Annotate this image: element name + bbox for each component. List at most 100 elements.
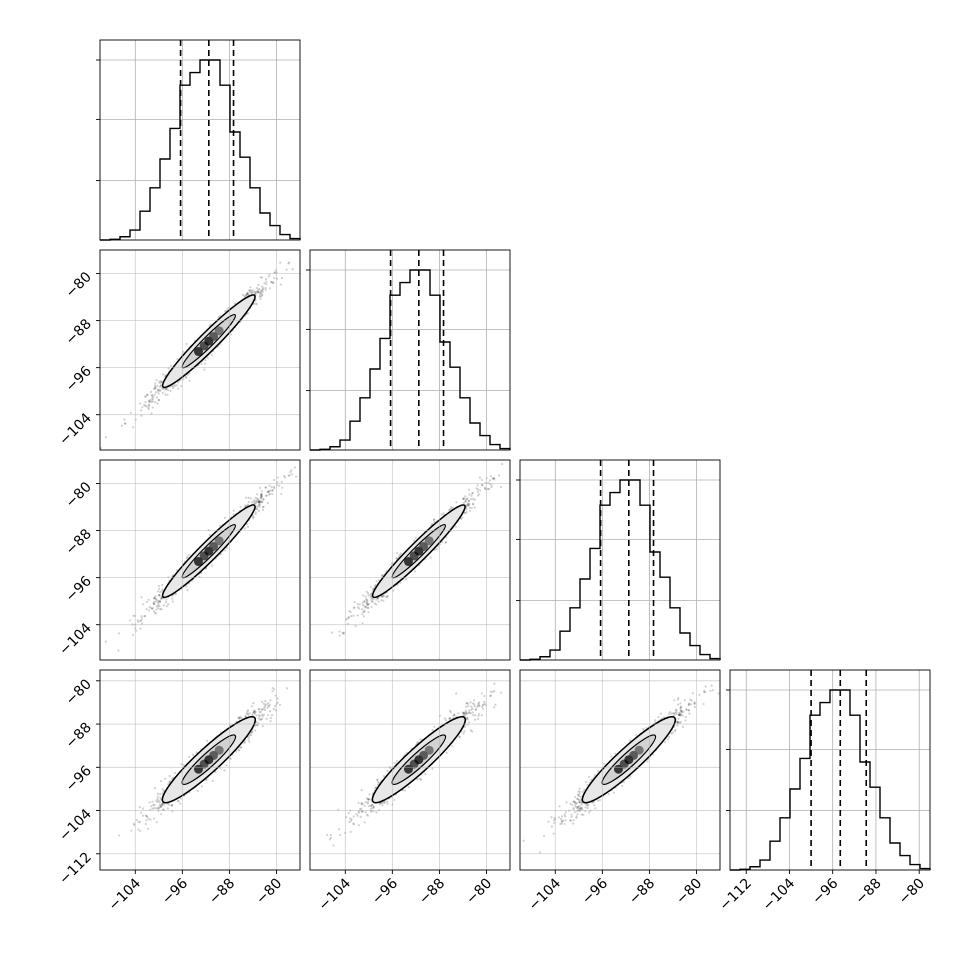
sample-point [229,757,232,761]
sample-point [382,594,385,598]
sample-point [153,384,157,387]
sample-point [466,502,469,505]
sample-point [265,703,268,706]
sample-point [156,601,160,604]
sample-point [223,516,226,519]
sample-point [256,724,259,727]
sample-point [271,690,274,693]
sample-point [266,704,270,707]
sample-point [157,398,160,402]
sample-point [210,564,214,567]
sample-point [370,598,373,601]
sample-point [206,739,209,743]
sample-point [248,290,252,294]
sample-point [248,740,251,743]
sample-point [165,388,168,391]
sample-point [176,358,179,361]
sample-point [254,502,257,505]
sample-point [160,380,163,383]
sample-point [251,712,255,715]
sample-point [255,500,258,503]
sample-point [372,598,375,601]
sample-point [460,517,463,521]
sample-point [188,755,191,758]
sample-point [158,605,161,608]
panel-frame [99,459,301,661]
sample-point [272,281,275,284]
sample-point [139,619,142,622]
sample-point [138,806,141,809]
sample-point [478,489,482,492]
sample-point [160,804,164,807]
sample-point [145,814,148,818]
sample-point [490,484,493,487]
sample-point [467,499,471,502]
sample-point [238,717,241,720]
sample-point [361,604,365,607]
sample-point [146,393,149,397]
sample-point [137,821,140,824]
sample-point [473,498,476,501]
sample-point [245,523,249,526]
sample-point [490,485,493,489]
sample-point [117,649,120,652]
sample-point [156,806,159,810]
sample-point [147,407,150,411]
sample-point [245,712,248,715]
sample-point [373,602,376,605]
sample-point [469,509,472,512]
joint-panel [309,459,511,661]
sample-point [243,295,246,298]
sample-point [159,780,163,783]
sample-point [254,710,257,713]
sample-point [463,500,467,503]
sample-point [137,828,140,831]
sample-point [147,403,151,406]
sample-point [150,394,154,397]
sample-point [286,687,289,690]
sample-point [156,402,159,405]
sample-point [123,418,126,421]
sample-point [289,470,292,474]
sample-point [414,570,417,573]
sample-point [255,303,258,306]
sample-point [151,607,154,610]
histogram-series [520,479,721,661]
sample-point [450,506,453,509]
sample-point [150,606,153,610]
sample-point [399,552,403,555]
sample-point [256,291,259,294]
joint-content [326,682,503,847]
sample-point [464,511,467,515]
sample-point [259,495,263,499]
sample-point [271,488,274,492]
sample-point [154,387,157,390]
sample-point [168,780,171,784]
sample-point [412,539,416,542]
sample-point [267,275,270,278]
sample-point [159,608,162,611]
sample-point [206,356,209,359]
sample-point [147,400,151,403]
sample-point [264,277,268,281]
sample-point [195,751,198,754]
sample-point [233,302,237,305]
sample-point [468,502,471,505]
sample-point [138,820,142,823]
sample-point [157,585,161,588]
sample-point [364,606,367,609]
sample-point [260,492,263,496]
sample-point [251,291,254,294]
sample-point [254,511,257,514]
sample-point [155,608,158,611]
sample-point [152,395,155,399]
sample-point [246,293,249,296]
sample-point [253,500,256,503]
sample-point [159,798,163,801]
sample-point [140,615,143,618]
sample-point [493,477,496,480]
sample-point [386,595,389,599]
sample-point [205,778,208,782]
density-core [403,557,413,567]
